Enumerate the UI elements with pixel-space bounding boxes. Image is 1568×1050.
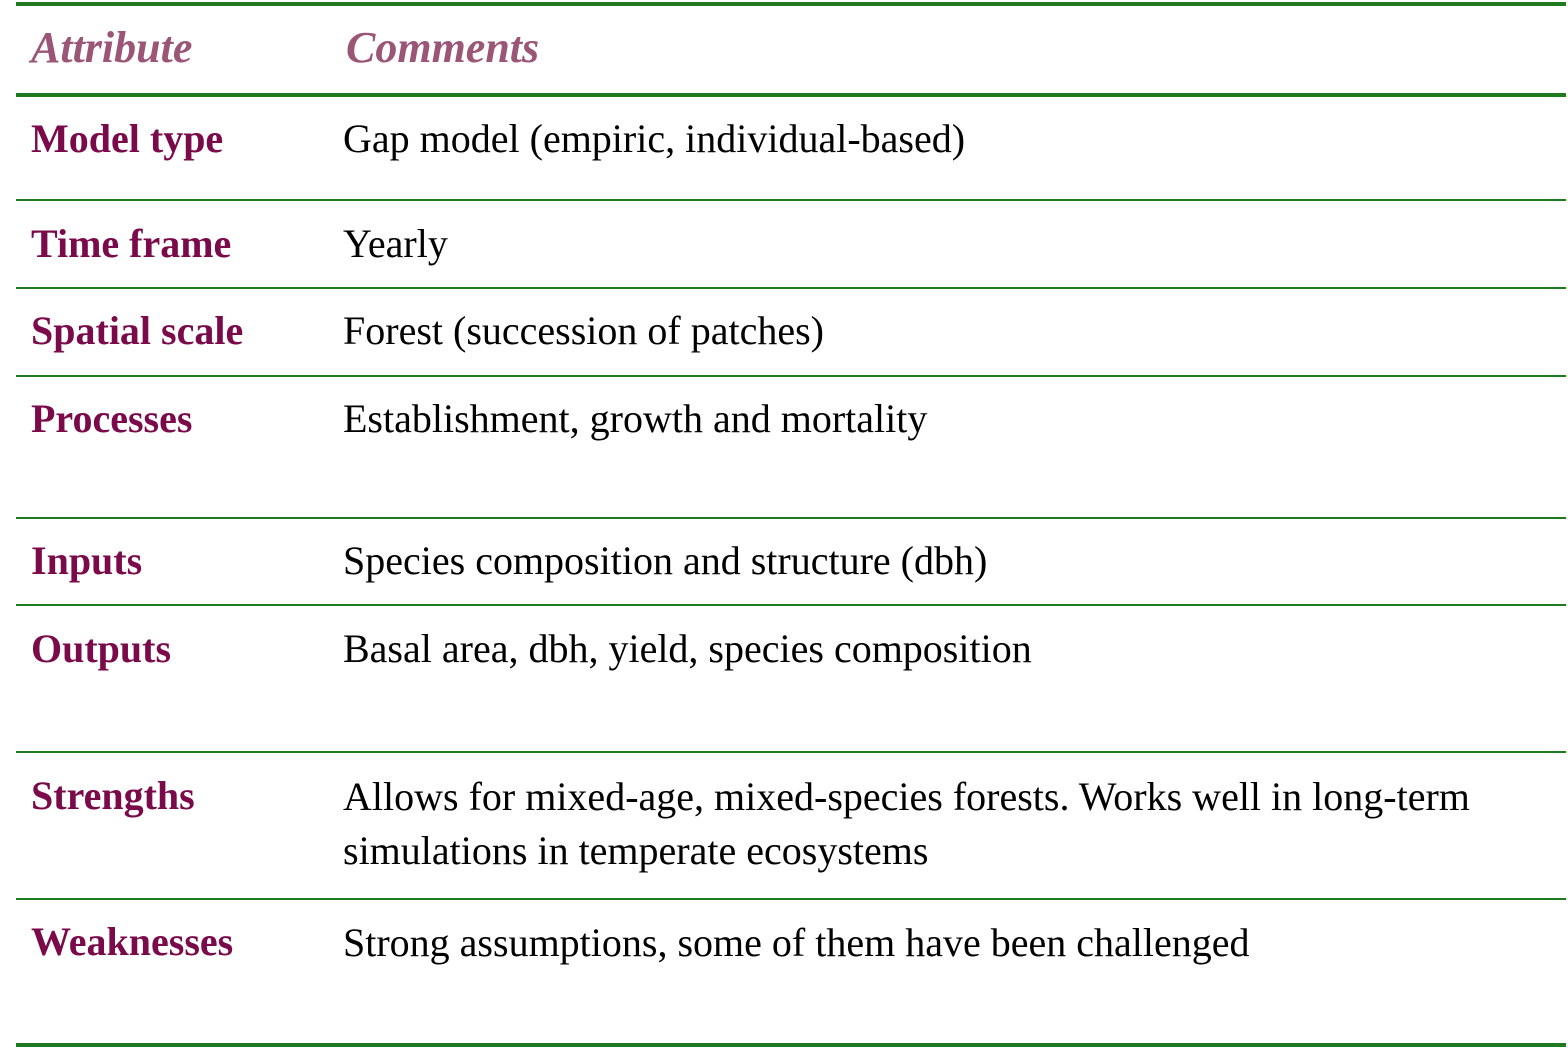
- model-attributes-table: Attribute Comments Model type Gap model …: [16, 0, 1566, 1050]
- row-comment-weaknesses: Strong assumptions, some of them have be…: [343, 920, 1250, 965]
- header-comments: Comments: [346, 23, 540, 72]
- row-attribute-outputs: Outputs: [31, 626, 172, 671]
- row-comment-strengths: Allows for mixed-age, mixed-species fore…: [343, 774, 1470, 873]
- row-attribute-spatial-scale: Spatial scale: [31, 308, 244, 353]
- row-comment-model-type: Gap model (empiric, individual-based): [343, 116, 966, 161]
- row-divider: [16, 751, 1566, 753]
- row-divider: [16, 287, 1566, 289]
- header-attribute: Attribute: [31, 23, 193, 72]
- row-attribute-strengths: Strengths: [31, 773, 195, 818]
- row-divider: [16, 199, 1566, 201]
- row-attribute-processes: Processes: [31, 396, 193, 441]
- bottom-rule: [16, 1043, 1566, 1047]
- row-divider: [16, 375, 1566, 377]
- row-comment-inputs: Species composition and structure (dbh): [343, 538, 988, 583]
- row-comment-time-frame: Yearly: [343, 221, 448, 266]
- row-comment-processes: Establishment, growth and mortality: [343, 396, 928, 441]
- row-attribute-time-frame: Time frame: [31, 221, 232, 266]
- row-divider: [16, 517, 1566, 519]
- row-attribute-model-type: Model type: [31, 116, 224, 161]
- top-rule: [16, 2, 1566, 6]
- header-rule: [16, 93, 1566, 97]
- row-divider: [16, 898, 1566, 900]
- row-comment-spatial-scale: Forest (succession of patches): [343, 308, 824, 353]
- row-comment-outputs: Basal area, dbh, yield, species composit…: [343, 626, 1032, 671]
- row-attribute-inputs: Inputs: [31, 538, 143, 583]
- row-divider: [16, 604, 1566, 606]
- row-attribute-weaknesses: Weaknesses: [31, 919, 234, 964]
